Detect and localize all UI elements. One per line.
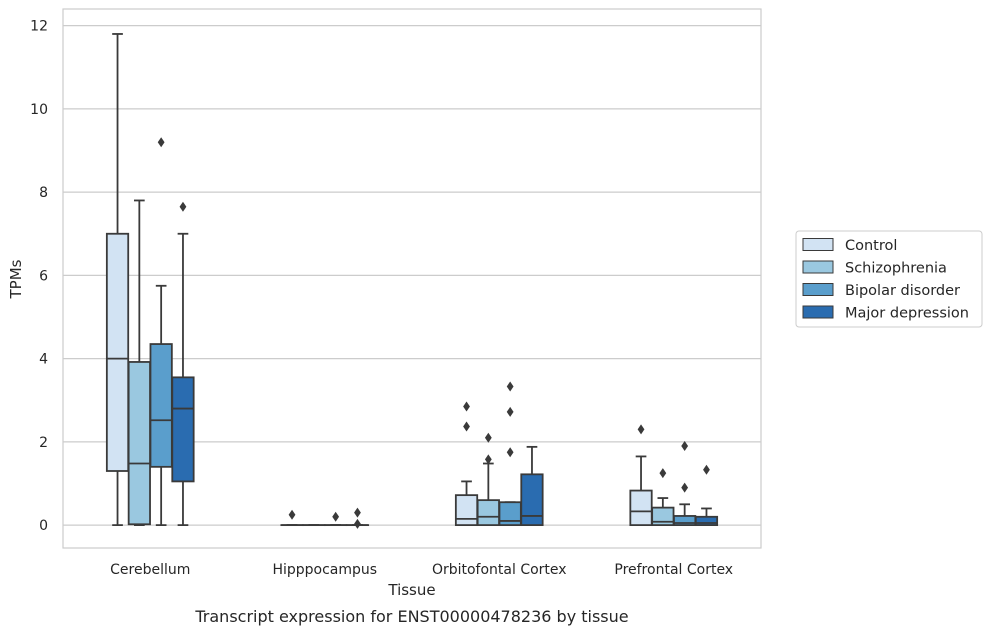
box-bipolar-disorder-prefrontal-cortex	[673, 441, 697, 527]
outlier-point	[484, 432, 492, 443]
box-iqr	[127, 361, 151, 526]
outlier-point	[288, 509, 296, 520]
box-schizophrenia-cerebellum	[127, 199, 151, 527]
legend: Control Schizophrenia Bipolar disorder Majo…	[795, 230, 983, 328]
box-control-orbitofontal-cortex	[454, 401, 479, 527]
box-control-prefrontal-cortex	[629, 424, 653, 527]
x-tick-label: Cerebellum	[110, 562, 190, 578]
plot-frame	[62, 8, 762, 549]
box-major-depression-orbitofontal-cortex	[520, 445, 544, 527]
x-tick-label: Prefrontal Cortex	[614, 562, 733, 578]
box-major-depression-prefrontal-cortex	[694, 464, 719, 527]
legend-label: Control	[845, 238, 897, 254]
box-iqr	[694, 515, 719, 527]
box-iqr	[149, 343, 173, 468]
box-iqr	[520, 473, 544, 527]
outlier-point	[157, 137, 165, 148]
legend-swatch	[802, 238, 834, 251]
outlier-point	[703, 464, 710, 475]
legend-swatch	[802, 283, 834, 296]
y-tick-label: 10	[30, 102, 48, 118]
y-tick-label: 6	[39, 268, 48, 284]
outlier-point	[637, 424, 645, 435]
box-iqr	[476, 499, 500, 527]
figure-caption: Transcript expression for ENST0000047823…	[194, 607, 628, 626]
box-bipolar-disorder-orbitofontal-cortex	[498, 381, 522, 527]
box-bipolar-disorder-cerebellum	[149, 137, 173, 527]
outlier-point	[506, 406, 514, 417]
box-schizophrenia-prefrontal-cortex	[651, 468, 675, 527]
y-tick-label: 8	[39, 185, 48, 201]
box-major-depression-cerebellum	[171, 201, 195, 527]
box-iqr	[171, 376, 195, 483]
box-plot-series	[105, 33, 719, 529]
legend-label: Schizophrenia	[845, 261, 947, 277]
outlier-point	[332, 511, 340, 522]
box-iqr	[105, 232, 130, 472]
x-tick-label: Orbitofontal Cortex	[432, 562, 567, 578]
outlier-point	[506, 381, 514, 392]
outlier-point	[681, 441, 689, 452]
y-tick-label: 0	[39, 518, 48, 534]
outlier-point	[681, 482, 689, 493]
x-tick-label: Hipppocampus	[272, 562, 377, 578]
outlier-point	[463, 421, 470, 432]
outlier-point	[463, 401, 470, 412]
box-iqr	[629, 489, 653, 527]
legend-swatch	[802, 305, 834, 319]
outlier-point	[354, 507, 361, 518]
legend-frame	[795, 230, 983, 328]
outlier-point	[354, 518, 361, 529]
outlier-point	[484, 454, 492, 465]
y-tick-label: 2	[39, 435, 48, 451]
legend-swatch	[802, 260, 834, 274]
box-major-depression-hipppocampus	[345, 507, 370, 529]
box-iqr	[454, 494, 479, 527]
outlier-point	[659, 468, 667, 479]
legend-label: Bipolar disorder	[845, 283, 960, 299]
y-axis-title: TPMs	[7, 259, 25, 299]
box-control-cerebellum	[105, 33, 130, 527]
outlier-point	[179, 201, 187, 212]
x-axis-title: Tissue	[387, 581, 435, 599]
box-control-hipppocampus	[280, 509, 304, 527]
box-bipolar-disorder-hipppocampus	[324, 511, 348, 527]
outlier-point	[506, 447, 514, 458]
y-tick-label: 4	[39, 352, 48, 368]
x-tick-labels: Cerebellum Hipppocampus Orbitofontal Corte…	[110, 562, 733, 578]
legend-label: Major depression	[845, 306, 969, 322]
box-schizophrenia-orbitofontal-cortex	[476, 432, 500, 527]
y-tick-labels: 0 2 4 6 8 10 12	[30, 19, 48, 534]
y-tick-label: 12	[30, 19, 48, 35]
